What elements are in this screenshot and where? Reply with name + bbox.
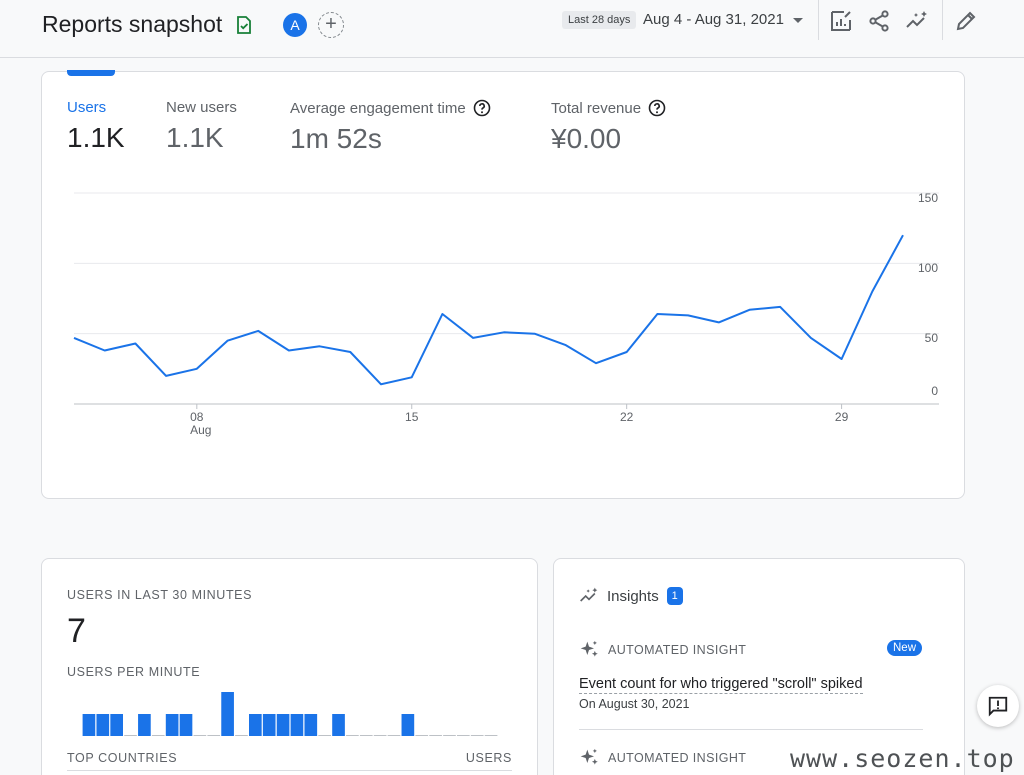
realtime-user-count: 7	[67, 612, 86, 650]
minute-bar-empty	[443, 735, 456, 736]
insights-card[interactable]: Insights 1 AUTOMATED INSIGHT New Event c…	[553, 558, 965, 775]
feedback-icon	[988, 696, 1008, 717]
minute-bar[interactable]	[332, 714, 345, 736]
minute-bar[interactable]	[221, 692, 234, 736]
minute-bar-empty	[235, 735, 248, 736]
metric-value: ¥0.00	[551, 123, 622, 154]
new-badge: New	[887, 640, 923, 656]
share-icon[interactable]	[867, 9, 891, 33]
help-icon[interactable]	[648, 99, 666, 117]
y-tick-label: 100	[918, 261, 938, 275]
minute-bar-empty	[387, 735, 401, 736]
minute-bar[interactable]	[110, 714, 123, 736]
metric-tab-users[interactable]: Users 1.1K	[67, 99, 125, 154]
minute-bar-empty	[484, 735, 498, 736]
metric-tab-new-users[interactable]: New users 1.1K	[166, 99, 237, 154]
active-tab-indicator	[67, 70, 115, 76]
automated-insight-label: AUTOMATED INSIGHT	[579, 640, 746, 660]
help-icon[interactable]	[473, 99, 491, 117]
insights-sparkle-icon	[580, 587, 598, 602]
users-per-minute-label: USERS PER MINUTE	[67, 665, 201, 679]
insights-title: Insights	[607, 587, 659, 605]
y-tick-label: 50	[925, 331, 939, 345]
users-per-minute-chart	[82, 692, 498, 736]
minute-bar[interactable]	[96, 714, 110, 736]
minute-bar-empty	[346, 735, 359, 736]
minute-bar-empty	[207, 735, 221, 736]
report-header: Reports snapshot A + Last 28 days Aug 4 …	[0, 0, 1024, 58]
minute-bar[interactable]	[290, 714, 304, 736]
metric-tab-engagement-time[interactable]: Average engagement time 1m 52s	[290, 99, 491, 155]
users-column-label: USERS	[465, 751, 512, 765]
x-tick-label: 29	[835, 410, 849, 424]
minute-bar-empty	[373, 735, 387, 736]
realtime-card[interactable]: USERS IN LAST 30 MINUTES 7 USERS PER MIN…	[41, 558, 538, 775]
realtime-title: USERS IN LAST 30 MINUTES	[67, 588, 253, 602]
minute-bar-empty	[470, 735, 484, 736]
y-tick-label: 150	[918, 191, 938, 205]
minute-bar-empty	[151, 735, 165, 736]
minute-bar-empty	[457, 735, 470, 736]
metrics-overview-card: Users 1.1K New users 1.1K Average engage…	[41, 70, 965, 499]
minute-bar[interactable]	[401, 714, 415, 736]
minute-bar-empty	[193, 735, 207, 736]
x-tick-sublabel: Aug	[190, 423, 211, 437]
minute-bar-empty	[415, 735, 429, 736]
minute-bar[interactable]	[276, 714, 290, 736]
page-title: Reports snapshot	[42, 11, 223, 37]
minute-bar[interactable]	[138, 714, 151, 736]
insight-headline-link[interactable]: Event count for who triggered "scroll" s…	[579, 676, 863, 694]
add-comparison-button[interactable]: +	[318, 12, 344, 38]
minute-bar[interactable]	[262, 714, 276, 736]
automated-insight-label: AUTOMATED INSIGHT	[579, 748, 746, 768]
top-countries-label: TOP COUNTRIES	[67, 751, 178, 765]
watermark-text: www.seozen.top	[790, 744, 1015, 773]
sparkle-icon	[580, 748, 598, 765]
comparison-avatar[interactable]: A	[283, 13, 307, 37]
metric-label: New users	[166, 99, 237, 116]
metric-value: 1.1K	[166, 122, 224, 153]
customize-report-icon[interactable]	[829, 9, 853, 33]
insights-header: Insights 1	[579, 586, 683, 606]
published-check-icon	[237, 16, 251, 34]
edit-pencil-icon[interactable]	[954, 9, 978, 33]
insight-date: On August 30, 2021	[579, 697, 690, 711]
x-tick-label: 22	[620, 410, 634, 424]
minute-bar[interactable]	[165, 714, 179, 736]
users-series-line[interactable]	[73, 234, 904, 386]
minute-bar[interactable]	[82, 714, 96, 736]
y-tick-label: 0	[931, 384, 938, 398]
minute-bar[interactable]	[304, 714, 318, 736]
minute-bar-empty	[318, 735, 331, 736]
insight-kind: AUTOMATED INSIGHT	[608, 643, 747, 657]
divider	[579, 729, 923, 730]
minute-bar-empty	[429, 735, 442, 736]
feedback-button[interactable]	[977, 685, 1019, 727]
metric-label: Users	[67, 99, 107, 116]
divider	[942, 0, 943, 40]
x-tick-label: 08	[190, 410, 204, 424]
minute-bar-empty	[124, 735, 137, 736]
metric-tab-total-revenue[interactable]: Total revenue ¥0.00	[551, 99, 666, 155]
minute-bar-empty	[359, 735, 373, 736]
minute-bar[interactable]	[249, 714, 262, 736]
minute-bar[interactable]	[179, 714, 193, 736]
insight-kind: AUTOMATED INSIGHT	[608, 751, 747, 765]
x-tick-label: 15	[405, 410, 419, 424]
sparkle-icon	[580, 640, 598, 657]
chevron-down-icon[interactable]	[793, 18, 803, 23]
top-countries-header: TOP COUNTRIES USERS	[67, 751, 512, 771]
date-range-selector[interactable]: Aug 4 - Aug 31, 2021	[643, 11, 784, 28]
metric-value: 1.1K	[67, 122, 125, 153]
divider	[818, 0, 819, 40]
metric-value: 1m 52s	[290, 123, 382, 154]
insights-count-badge: 1	[666, 587, 683, 605]
metric-label: Total revenue	[551, 99, 642, 117]
insights-sparkle-icon[interactable]	[905, 9, 929, 33]
metric-label: Average engagement time	[290, 99, 466, 117]
date-preset-chip[interactable]: Last 28 days	[562, 11, 637, 29]
